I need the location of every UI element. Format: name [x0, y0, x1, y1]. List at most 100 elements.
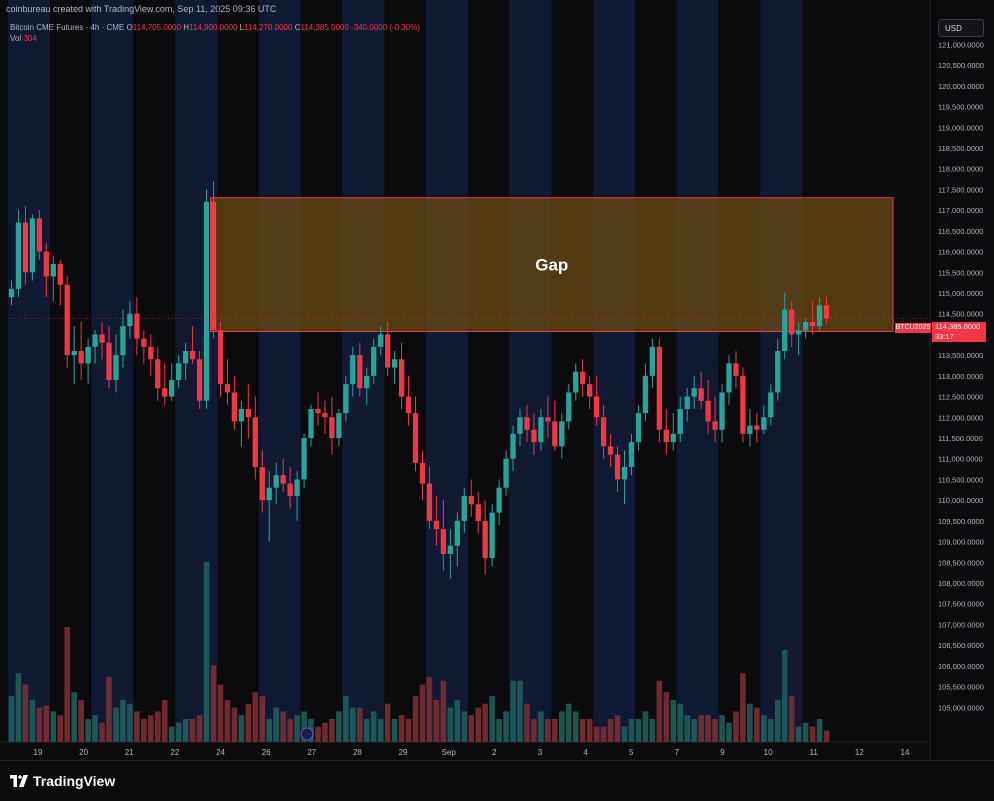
- price-axis-label: 108,000.0000: [938, 579, 984, 588]
- price-axis-label: 109,000.0000: [938, 538, 984, 547]
- volume-bar: [217, 684, 224, 742]
- candle-body: [22, 222, 29, 273]
- volume-bar: [322, 722, 328, 742]
- candle-body: [301, 438, 307, 480]
- candle-body: [162, 388, 168, 397]
- candle-body: [719, 392, 725, 430]
- candle-body: [517, 417, 523, 434]
- price-axis-label: 114,500.0000: [938, 310, 983, 319]
- volume-bar: [329, 719, 335, 742]
- volume-bar: [92, 715, 98, 742]
- volume-bar: [36, 707, 43, 742]
- candle-body: [169, 380, 175, 397]
- candle-body: [217, 330, 224, 385]
- candle-body: [364, 375, 370, 389]
- price-axis-label: 117,000.0000: [938, 206, 983, 215]
- volume-bar: [363, 719, 370, 742]
- current-price-tag: 114,385.0000 33:17: [932, 322, 986, 342]
- candle-body: [621, 467, 628, 480]
- brand-name: TradingView: [33, 773, 116, 789]
- volume-bar: [50, 711, 57, 742]
- volume-bar: [433, 699, 440, 742]
- candle-body: [419, 462, 426, 484]
- volume-bar: [405, 719, 412, 742]
- volume-bar: [301, 711, 307, 742]
- volume-bar: [740, 673, 746, 742]
- candle-body: [816, 305, 823, 327]
- volume-bar: [78, 699, 84, 742]
- volume-bar: [57, 715, 64, 742]
- volume-bar: [370, 711, 377, 742]
- volume-bar: [635, 719, 642, 742]
- candle-body: [36, 218, 42, 252]
- tradingview-logo[interactable]: TradingView: [10, 773, 115, 789]
- volume-bar: [43, 705, 50, 742]
- price-axis-label: 107,000.0000: [938, 620, 984, 629]
- volume-bar: [384, 703, 391, 742]
- session-band: [8, 0, 50, 742]
- candle-body: [580, 371, 586, 385]
- volume-bar: [781, 650, 788, 742]
- candle-body: [559, 421, 565, 447]
- candle-body: [649, 346, 656, 376]
- candle-body: [475, 504, 481, 521]
- candle-body: [545, 417, 551, 422]
- legend-close-label: C: [294, 23, 301, 32]
- chart-area[interactable]: 121,000.0000 120,500.0000 120,000.0000 119,…: [0, 0, 994, 760]
- session-band: [342, 0, 385, 742]
- volume-bar: [106, 676, 112, 742]
- price-chart[interactable]: 121,000.0000 120,500.0000 120,000.0000 119,…: [0, 0, 994, 760]
- volume-bar: [565, 703, 572, 742]
- volume-bar: [698, 715, 704, 742]
- session-band: [676, 0, 719, 742]
- volume-bar: [816, 719, 823, 742]
- volume-bar: [656, 680, 663, 742]
- candle-body: [189, 351, 196, 360]
- time-axis-label: 10: [764, 748, 773, 757]
- time-axis-label: 4: [583, 748, 588, 757]
- volume-bar: [29, 699, 36, 742]
- price-axis-label: 119,000.0000: [938, 123, 983, 132]
- time-axis-label: 11: [810, 748, 819, 757]
- session-band: [258, 0, 301, 742]
- volume-bar: [15, 673, 22, 742]
- candle-body: [106, 342, 112, 380]
- price-axis-label: 109,500.0000: [938, 517, 984, 526]
- time-axis-label: Sep: [442, 748, 457, 757]
- volume-bar: [280, 711, 286, 742]
- candle-body: [705, 400, 711, 422]
- volume-bar: [447, 707, 454, 742]
- candle-body: [405, 396, 412, 414]
- candle-body: [482, 520, 488, 559]
- price-axis-label: 120,000.0000: [938, 82, 984, 91]
- price-axis-label: 110,500.0000: [938, 475, 983, 484]
- volume-bar: [531, 719, 537, 742]
- candle-body: [510, 433, 516, 459]
- candle-body: [322, 413, 328, 418]
- candle-body: [761, 417, 767, 430]
- currency-button[interactable]: USD: [938, 19, 984, 37]
- candle-body: [796, 330, 802, 335]
- symbol-price-tag: BTCU2025: [895, 323, 931, 333]
- candle-body: [85, 346, 91, 364]
- candle-body: [468, 496, 474, 505]
- candle-body: [391, 359, 398, 368]
- volume-bar: [203, 562, 210, 742]
- price-axis-label: 117,500.0000: [938, 185, 983, 194]
- volume-bar: [148, 715, 154, 742]
- candle-body: [740, 375, 746, 434]
- candle-body: [412, 413, 419, 463]
- volume-bar: [503, 711, 509, 742]
- volume-bar: [294, 715, 300, 742]
- session-band: [175, 0, 217, 742]
- candle-body: [747, 425, 753, 434]
- volume-bar: [315, 726, 321, 742]
- volume-bar: [475, 707, 481, 742]
- price-axis-label: 115,000.0000: [938, 289, 983, 298]
- price-axis-label: 116,000.0000: [938, 248, 983, 257]
- candle-body: [789, 309, 795, 335]
- volume-bar: [754, 707, 760, 742]
- volume-bar: [621, 726, 628, 742]
- candle-body: [252, 417, 258, 467]
- volume-bar: [141, 719, 147, 742]
